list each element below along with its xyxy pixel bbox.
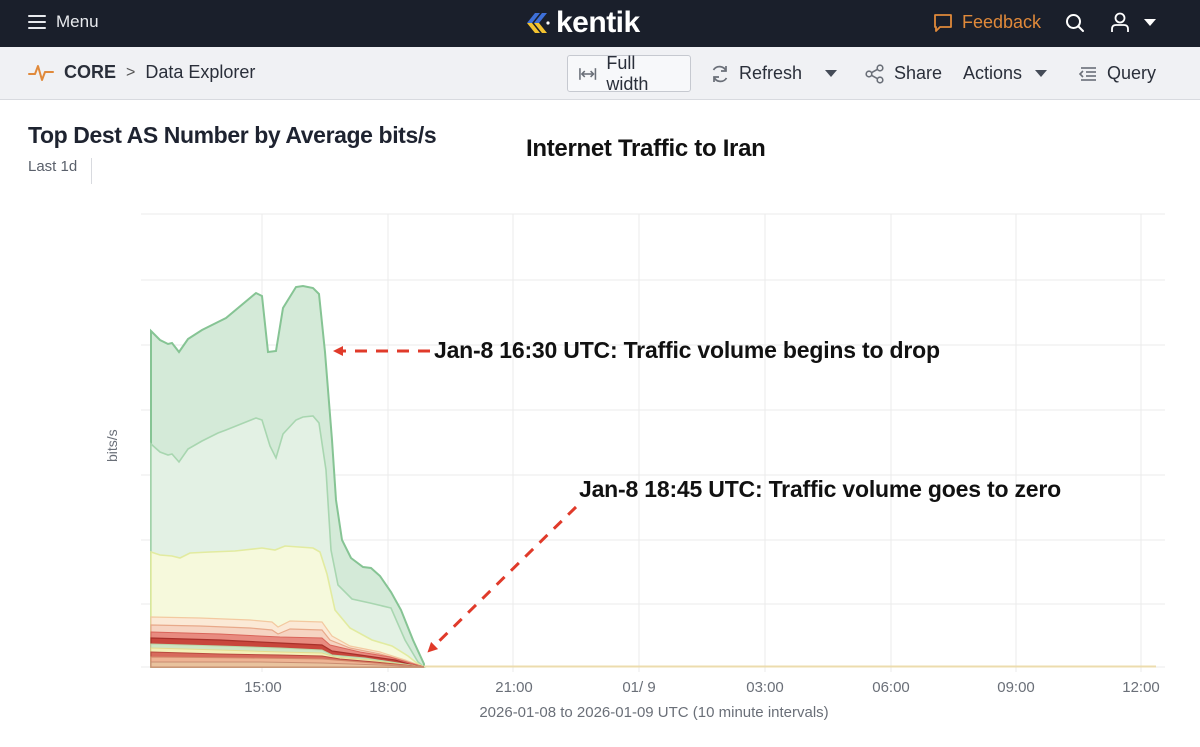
- top-nav-bar: Menu kentik Feedback: [0, 0, 1200, 47]
- x-axis-tick: 21:00: [495, 679, 533, 696]
- full-width-button[interactable]: Full width: [567, 52, 691, 94]
- series-area-base: [150, 661, 425, 668]
- breadcrumb-root[interactable]: CORE: [64, 62, 117, 82]
- full-width-label: Full width: [606, 52, 649, 94]
- kentik-logo-icon: [527, 13, 550, 33]
- logo-text: kentik: [556, 6, 640, 39]
- expand-width-icon: [579, 67, 597, 80]
- share-label: Share: [894, 63, 943, 83]
- caret-down-icon: [825, 70, 837, 77]
- refresh-button[interactable]: Refresh: [700, 55, 812, 92]
- menu-button[interactable]: Menu: [28, 12, 99, 32]
- menu-label: Menu: [56, 12, 99, 31]
- actions-label: Actions: [963, 63, 1023, 83]
- user-menu-caret-icon[interactable]: [1144, 19, 1156, 26]
- feedback-label: Feedback: [962, 12, 1042, 32]
- share-button[interactable]: Share: [855, 55, 952, 92]
- query-label: Query: [1107, 63, 1157, 83]
- x-axis-tick: 06:00: [872, 679, 910, 696]
- annotation-traffic-drop: Jan-8 16:30 UTC: Traffic volume begins t…: [434, 337, 940, 363]
- x-axis-tick: 03:00: [746, 679, 784, 696]
- refresh-options-dropdown[interactable]: [815, 55, 847, 92]
- chart-annotation-title: Internet Traffic to Iran: [526, 135, 766, 162]
- toolbar: CORE > Data Explorer Full width Refresh: [0, 47, 1200, 100]
- y-axis-label: bits/s: [104, 429, 120, 462]
- breadcrumb-separator-icon: >: [126, 63, 136, 81]
- query-list-icon: [1078, 66, 1096, 81]
- search-icon[interactable]: [1065, 13, 1085, 33]
- pulse-icon: [28, 64, 54, 81]
- actions-dropdown[interactable]: Actions: [953, 55, 1057, 92]
- breadcrumb: CORE > Data Explorer: [28, 62, 255, 83]
- x-axis-label: 2026-01-08 to 2026-01-09 UTC (10 minute …: [479, 704, 829, 721]
- hamburger-icon: [28, 15, 46, 29]
- x-axis-tick: 15:00: [244, 679, 282, 696]
- x-axis-tick: 12:00: [1122, 679, 1160, 696]
- caret-down-icon: [1035, 70, 1048, 77]
- kentik-logo[interactable]: kentik: [526, 6, 640, 40]
- user-icon[interactable]: [1110, 12, 1130, 34]
- x-axis-tick: 09:00: [997, 679, 1035, 696]
- share-icon: [865, 63, 884, 84]
- x-axis-tick: 18:00: [369, 679, 407, 696]
- breadcrumb-current: Data Explorer: [145, 62, 256, 82]
- panel-title: Top Dest AS Number by Average bits/s: [28, 122, 437, 148]
- feedback-button[interactable]: Feedback: [933, 12, 1041, 33]
- feedback-icon: [934, 13, 952, 32]
- query-button[interactable]: Query: [1068, 55, 1166, 92]
- refresh-label: Refresh: [739, 63, 803, 83]
- refresh-icon: [712, 65, 728, 82]
- annotation-traffic-zero: Jan-8 18:45 UTC: Traffic volume goes to …: [579, 476, 1061, 502]
- time-range-label[interactable]: Last 1d: [28, 158, 93, 184]
- annotation-arrow-zero: [427, 505, 578, 653]
- x-axis-tick: 01/ 9: [622, 679, 656, 696]
